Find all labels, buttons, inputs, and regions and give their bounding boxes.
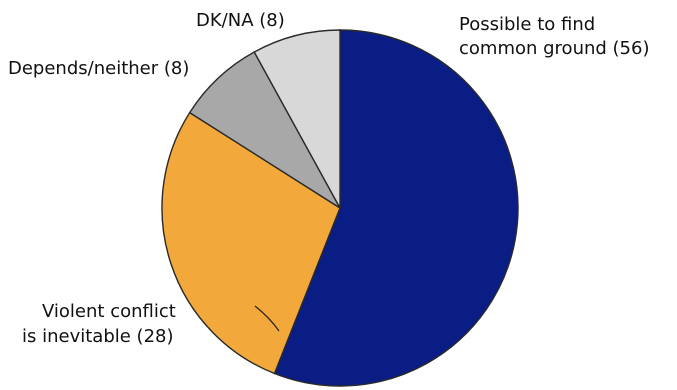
pie-slice-dk-na <box>253 29 341 209</box>
label-depends-neither-line-1: Depends/neither (8) <box>8 58 189 79</box>
pie-slice-common-ground <box>273 29 519 387</box>
pie-slice-violent-conflict <box>161 111 341 375</box>
label-violent-conflict-line-1: Violent conflict <box>42 301 176 322</box>
label-violent-conflict-line-2: is inevitable (28) <box>22 326 174 347</box>
label-common-ground: Possible to find common ground (56) <box>459 14 649 59</box>
pie-slices <box>161 29 519 387</box>
label-violent-conflict: Violent conflict is inevitable (28) <box>22 301 182 347</box>
label-dk-na: DK/NA (8) <box>196 10 285 31</box>
label-common-ground-line-1: Possible to find <box>459 14 595 35</box>
pie-slice-depends-neither <box>188 51 341 209</box>
label-depends-neither: Depends/neither (8) <box>8 58 189 79</box>
leader-line-violent-conflict <box>254 305 280 332</box>
pie-labels: Possible to find common ground (56) Viol… <box>8 10 649 347</box>
label-common-ground-line-2: common ground (56) <box>459 38 649 59</box>
label-dk-na-line-1: DK/NA (8) <box>196 10 285 31</box>
